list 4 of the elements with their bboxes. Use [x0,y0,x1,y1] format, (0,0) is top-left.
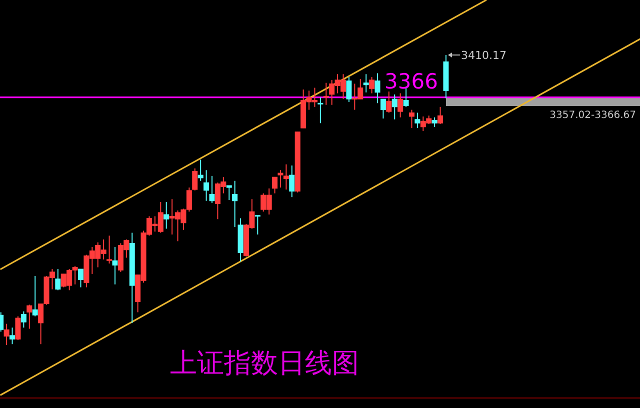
annotation: 3410.17 [460,49,506,62]
annotation: 3366 [384,69,438,94]
text: 上证指数日线图 [170,348,359,379]
annotation: 3357.02-3366.67 [550,110,636,122]
